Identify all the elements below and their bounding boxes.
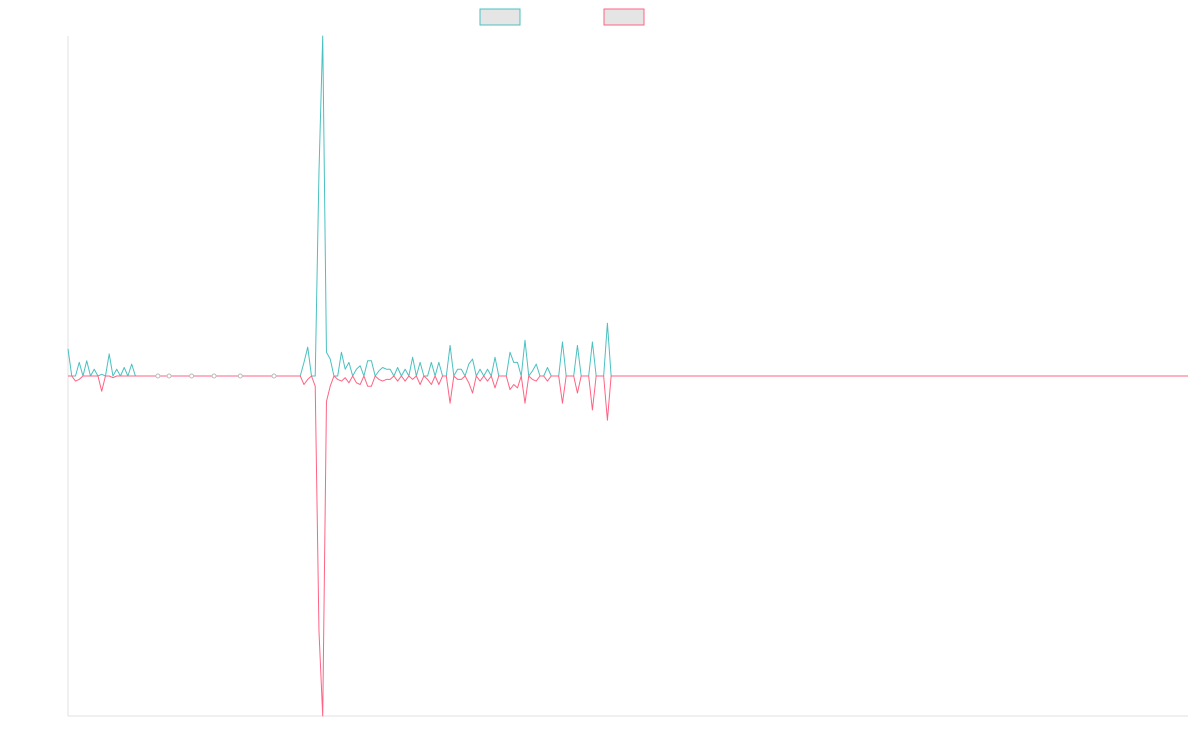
series-line-2 [68,375,1188,717]
marker-layer [155,373,277,379]
data-point-marker-1 [155,373,161,379]
data-point-marker-6 [271,373,277,379]
legend-swatch-2[interactable] [603,8,645,26]
data-point-marker-3 [189,373,195,379]
legend-swatch-1[interactable] [479,8,521,26]
data-point-marker-4 [211,373,217,379]
legend [479,8,645,26]
series-line-1 [67,35,1188,377]
data-point-marker-5 [237,373,243,379]
data-point-marker-2 [166,373,172,379]
series-layer [67,35,1188,717]
